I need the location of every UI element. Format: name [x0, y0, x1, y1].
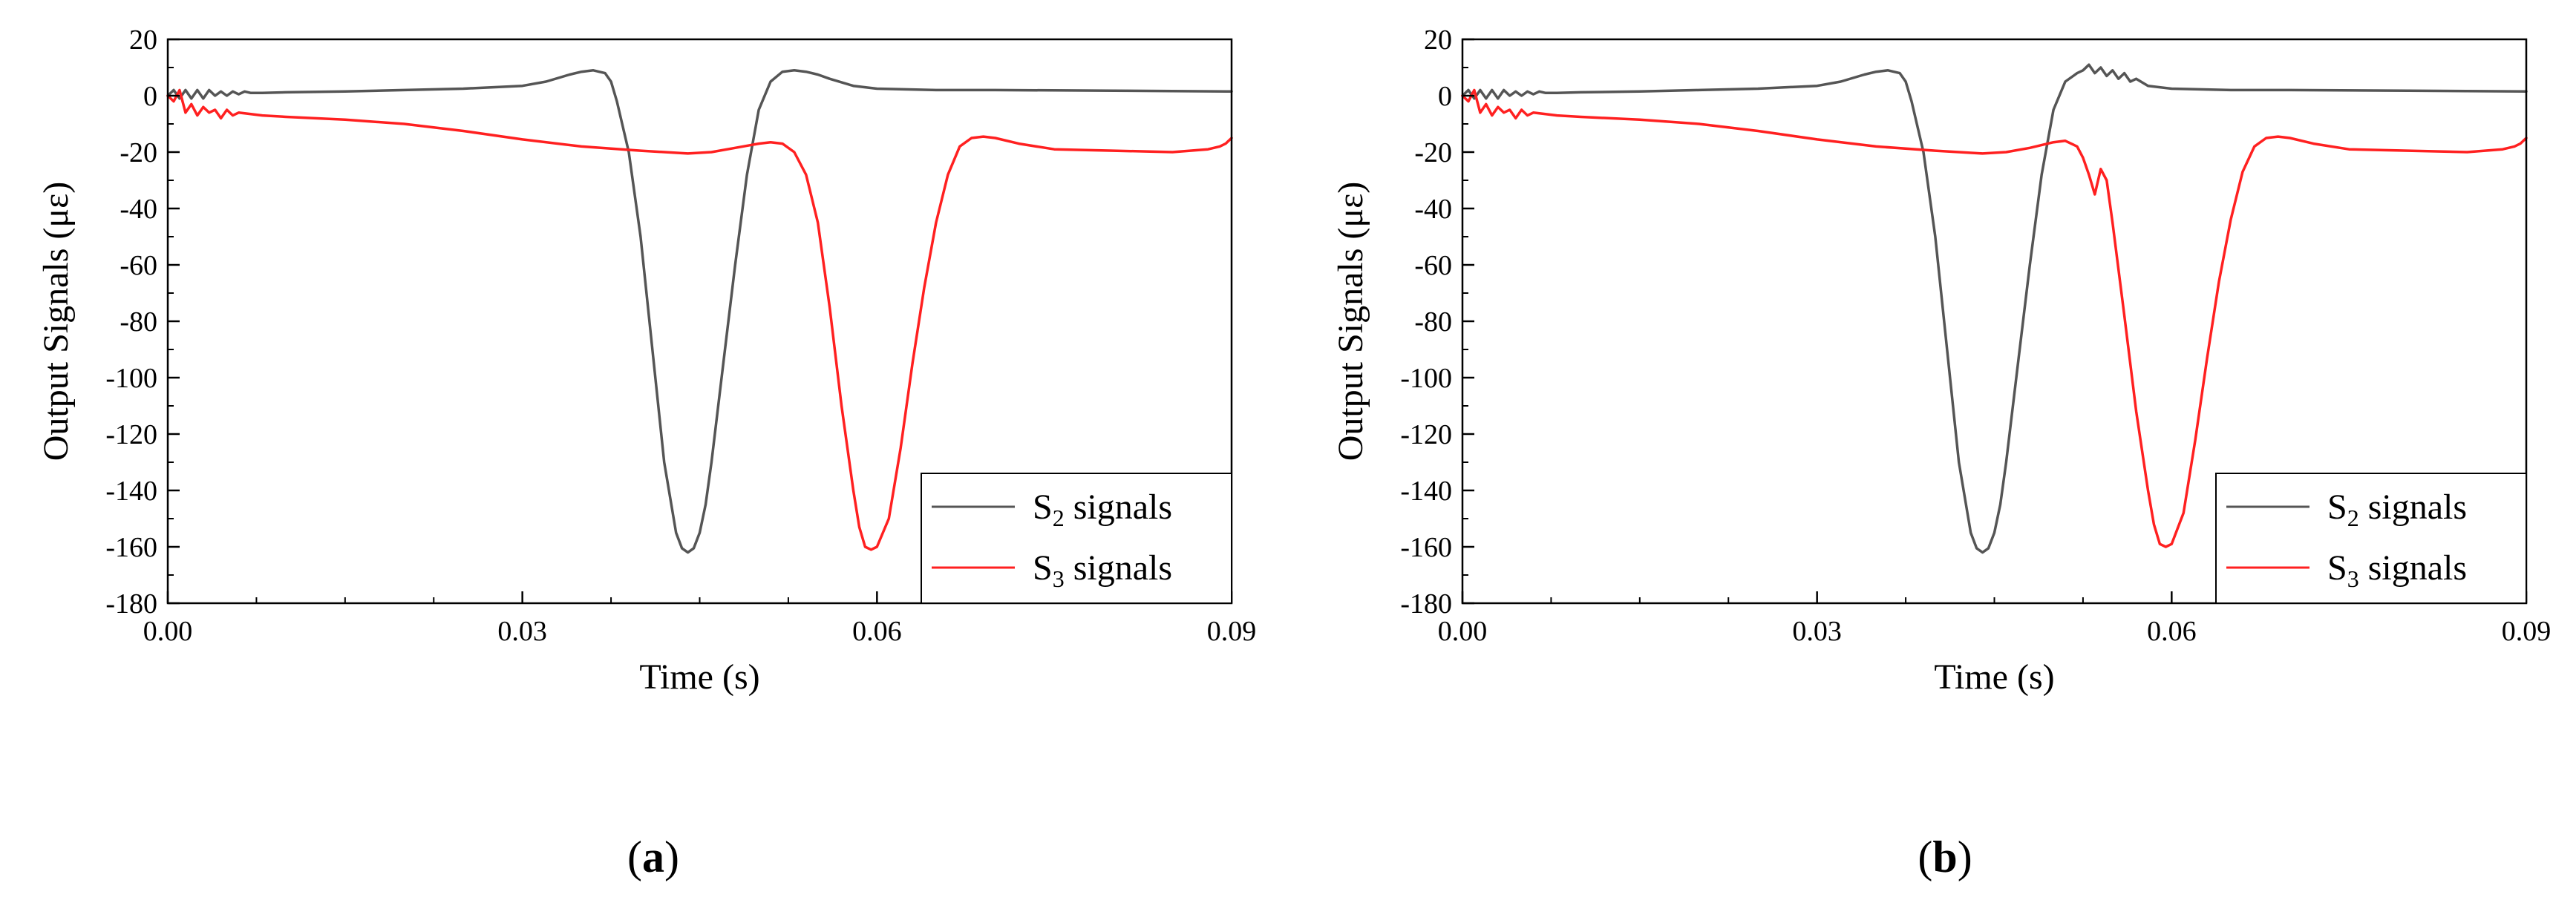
- y-tick-label: 20: [1424, 24, 1452, 56]
- y-tick-label: 20: [129, 24, 157, 56]
- legend-label-s2-a: S2 signals: [1033, 487, 1172, 531]
- series-lines-a: [166, 69, 1233, 554]
- legend-label-subscript: 2: [2347, 505, 2359, 531]
- y-tick-label: -120: [1400, 419, 1452, 450]
- y-tick-label: -20: [1414, 137, 1452, 168]
- x-tick-label: 0.06: [852, 616, 902, 647]
- x-tick-label: 0.00: [1438, 616, 1488, 647]
- legend-box-a: [921, 473, 1232, 604]
- legend-label-main: S: [1033, 487, 1053, 527]
- y-tick-label: -40: [120, 194, 157, 225]
- panel-letter-b: b: [1932, 832, 1957, 881]
- legend-label-s3-b: S3 signals: [2327, 548, 2467, 592]
- legend-label-rest: signals: [1065, 548, 1172, 588]
- chart-panel-b: 0.00 0.03 0.06 0.09 20 0 -20 -40 -60 -80 -100 -120 -…: [1331, 24, 2551, 881]
- series-lines-b: [1461, 63, 2528, 554]
- y-tick-label: -100: [105, 363, 157, 394]
- legend-label-s3-a: S3 signals: [1033, 548, 1172, 592]
- legend-box-b: [2215, 473, 2527, 604]
- legend-label-subscript: 3: [2347, 565, 2359, 592]
- y-tick-label: -180: [105, 588, 157, 620]
- series-line-s3: [166, 88, 1233, 551]
- panel-label-a: (a): [627, 832, 679, 881]
- legend-b: S2 signals S3 signals: [2215, 473, 2527, 604]
- y-axis-title-b: Output Signals (με): [1331, 182, 1370, 462]
- panel-letter-a: a: [642, 832, 664, 881]
- y-tick-label: -120: [105, 419, 157, 450]
- legend-label-subscript: 2: [1053, 505, 1065, 531]
- y-tick-label: -140: [105, 476, 157, 507]
- x-tick-label: 0.06: [2147, 616, 2197, 647]
- x-tick-label: 0.00: [143, 616, 193, 647]
- axis-ticks-a: 0.00 0.03 0.06 0.09 20 0 -20 -40 -60 -80 -100 -120 -…: [105, 24, 1256, 647]
- legend-a: S2 signals S3 signals: [921, 473, 1232, 604]
- y-tick-label: -80: [1414, 306, 1452, 338]
- y-tick-label: -140: [1400, 476, 1452, 507]
- series-line-s2: [1461, 63, 2528, 554]
- chart-panel-a: 0.00 0.03 0.06 0.09 20 0 -20 -40 -60 -80 -100 -120 -…: [36, 24, 1256, 881]
- y-axis-title-a: Output Signals (με): [36, 182, 76, 462]
- y-tick-label: -180: [1400, 588, 1452, 620]
- legend-label-main: S: [1033, 548, 1053, 588]
- x-axis-title-a: Time (s): [639, 657, 759, 697]
- y-tick-label: -100: [1400, 363, 1452, 394]
- x-tick-label: 0.03: [497, 616, 547, 647]
- panel-label-b: (b): [1918, 832, 1972, 881]
- legend-label-rest: signals: [1065, 487, 1172, 527]
- y-tick-label: -160: [1400, 532, 1452, 563]
- y-tick-label: -60: [1414, 250, 1452, 281]
- series-line-s2: [166, 69, 1233, 554]
- y-tick-label: -40: [1414, 194, 1452, 225]
- legend-label-s2-b: S2 signals: [2327, 487, 2467, 531]
- legend-label-rest: signals: [2359, 487, 2467, 527]
- y-tick-label: 0: [143, 81, 157, 112]
- series-line-s3: [1461, 88, 2528, 548]
- x-tick-label: 0.09: [1207, 616, 1257, 647]
- legend-label-subscript: 3: [1053, 565, 1065, 592]
- y-tick-label: -160: [105, 532, 157, 563]
- y-tick-label: -20: [120, 137, 157, 168]
- x-tick-label: 0.09: [2502, 616, 2552, 647]
- x-axis-title-b: Time (s): [1934, 657, 2054, 697]
- y-tick-label: -60: [120, 250, 157, 281]
- legend-label-main: S: [2327, 548, 2347, 588]
- y-tick-label: 0: [1438, 81, 1452, 112]
- x-tick-label: 0.03: [1792, 616, 1842, 647]
- legend-label-main: S: [2327, 487, 2347, 527]
- y-tick-label: -80: [120, 306, 157, 338]
- legend-label-rest: signals: [2359, 548, 2467, 588]
